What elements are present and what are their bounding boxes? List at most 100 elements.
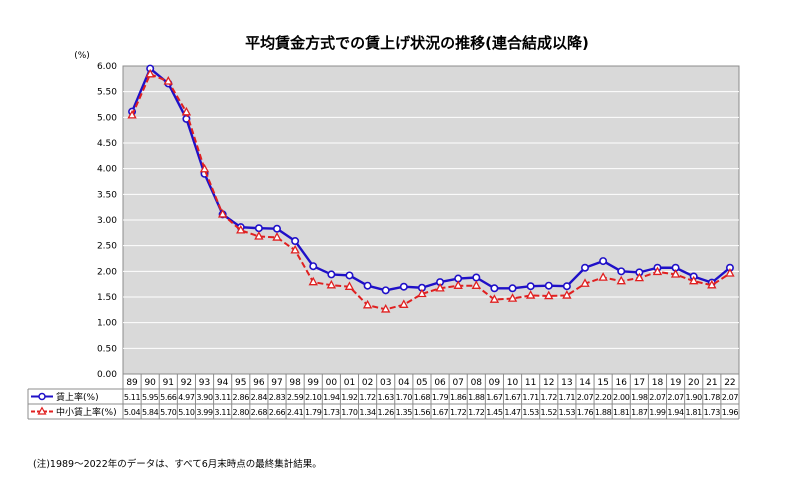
data-label: 2.10: [305, 393, 322, 402]
data-point: [670, 269, 681, 278]
data-label: 1.73: [704, 408, 721, 417]
data-point: [399, 299, 409, 308]
data-label: 2.07: [667, 393, 684, 402]
data-label: 5.95: [142, 393, 159, 402]
data-label: 2.00: [613, 393, 630, 402]
data-label: 1.53: [522, 408, 539, 417]
data-label: 5.10: [178, 408, 195, 417]
y-tick-label: 4.50: [97, 139, 117, 149]
data-point: [327, 270, 336, 279]
data-label: 2.86: [233, 393, 250, 402]
data-label: 1.68: [414, 393, 431, 402]
data-label: 1.88: [595, 408, 612, 417]
x-tick-label: 93: [199, 378, 210, 388]
data-label: 5.04: [124, 408, 141, 417]
data-point: [599, 257, 608, 266]
y-axis-label: (%): [74, 51, 90, 61]
data-label: 1.90: [685, 393, 702, 402]
x-tick-label: 96: [253, 378, 265, 388]
x-tick-label: 89: [126, 378, 138, 388]
data-label: 5.84: [142, 408, 159, 417]
data-label: 1.70: [396, 393, 413, 402]
data-label: 2.83: [269, 393, 286, 402]
x-tick-label: 05: [416, 378, 427, 388]
x-tick-label: 04: [398, 378, 410, 388]
data-label: 2.84: [251, 393, 268, 402]
data-label: 1.26: [377, 408, 394, 417]
data-label: 1.52: [541, 408, 558, 417]
series-lines: [127, 64, 735, 313]
data-label: 2.41: [287, 408, 304, 417]
data-point: [181, 106, 192, 116]
data-label: 1.79: [305, 408, 322, 417]
data-label: 3.90: [196, 393, 213, 402]
x-tick-label: 99: [308, 378, 320, 388]
x-tick-label: 15: [597, 378, 608, 388]
data-point: [381, 303, 391, 313]
data-label: 1.71: [559, 393, 576, 402]
data-label: 1.71: [522, 393, 539, 402]
data-point: [272, 224, 281, 233]
x-tick-label: 01: [344, 378, 355, 388]
data-label: 1.88: [468, 393, 485, 402]
data-label: 1.72: [468, 408, 485, 417]
data-label: 1.72: [541, 393, 558, 402]
x-tick-label: 13: [561, 378, 572, 388]
data-point: [236, 224, 246, 234]
series-line: [131, 73, 731, 311]
data-label: 1.81: [685, 408, 702, 417]
x-tick-label: 97: [271, 378, 282, 388]
data-label: 1.96: [722, 408, 739, 417]
data-label: 1.47: [504, 408, 521, 417]
data-point: [689, 275, 699, 285]
x-tick-label: 91: [163, 378, 174, 388]
x-tick-label: 10: [507, 378, 519, 388]
data-label: 2.07: [577, 393, 594, 402]
x-tick-label: 11: [525, 378, 536, 388]
data-point: [652, 266, 663, 276]
data-label: 1.76: [577, 408, 594, 417]
data-point: [562, 290, 572, 299]
data-point: [435, 282, 445, 292]
y-tick-label: 5.00: [97, 113, 117, 123]
data-label: 2.66: [269, 408, 286, 417]
x-tick-label: 90: [144, 378, 156, 388]
y-tick-label: 1.50: [97, 293, 117, 303]
y-tick-label: 0.00: [97, 370, 117, 380]
y-tick-label: 5.50: [97, 88, 117, 98]
data-point: [363, 281, 372, 290]
data-point: [326, 279, 337, 289]
x-tick-label: 22: [724, 378, 735, 388]
data-label: 1.78: [704, 393, 721, 402]
legend-marker: [37, 406, 47, 415]
data-label: 1.94: [667, 408, 684, 417]
data-label: 1.87: [631, 408, 648, 417]
data-point: [617, 267, 626, 276]
data-point: [598, 272, 608, 281]
data-label: 1.56: [414, 408, 431, 417]
y-tick-label: 1.00: [97, 319, 117, 329]
y-tick-label: 0.50: [97, 344, 117, 354]
data-point: [417, 288, 427, 298]
data-label: 4.97: [178, 393, 195, 402]
data-table: 89 90 91 92 93 94 95 96 97 98 99 00 01 02 03 04 05 06 07 08…: [27, 373, 740, 420]
data-label: 1.79: [432, 393, 449, 402]
x-tick-label: 19: [670, 378, 682, 388]
data-point: [199, 163, 210, 173]
legend-label: 賃上率(%): [56, 391, 99, 403]
data-point: [308, 276, 318, 286]
data-point: [272, 232, 282, 241]
x-tick-label: 03: [380, 378, 391, 388]
data-label: 1.70: [341, 408, 358, 417]
legend: 賃上率(%) 中小賃上率(%): [31, 391, 117, 418]
data-label: 1.34: [359, 408, 376, 417]
x-tick-label: 92: [181, 378, 192, 388]
x-tick-label: 20: [688, 378, 700, 388]
data-point: [544, 281, 553, 290]
gridlines: [123, 91, 739, 349]
x-tick-label: 02: [362, 378, 373, 388]
data-point: [580, 263, 589, 272]
data-point: [399, 282, 408, 291]
data-label: 1.81: [613, 408, 630, 417]
x-tick-label: 09: [489, 378, 501, 388]
